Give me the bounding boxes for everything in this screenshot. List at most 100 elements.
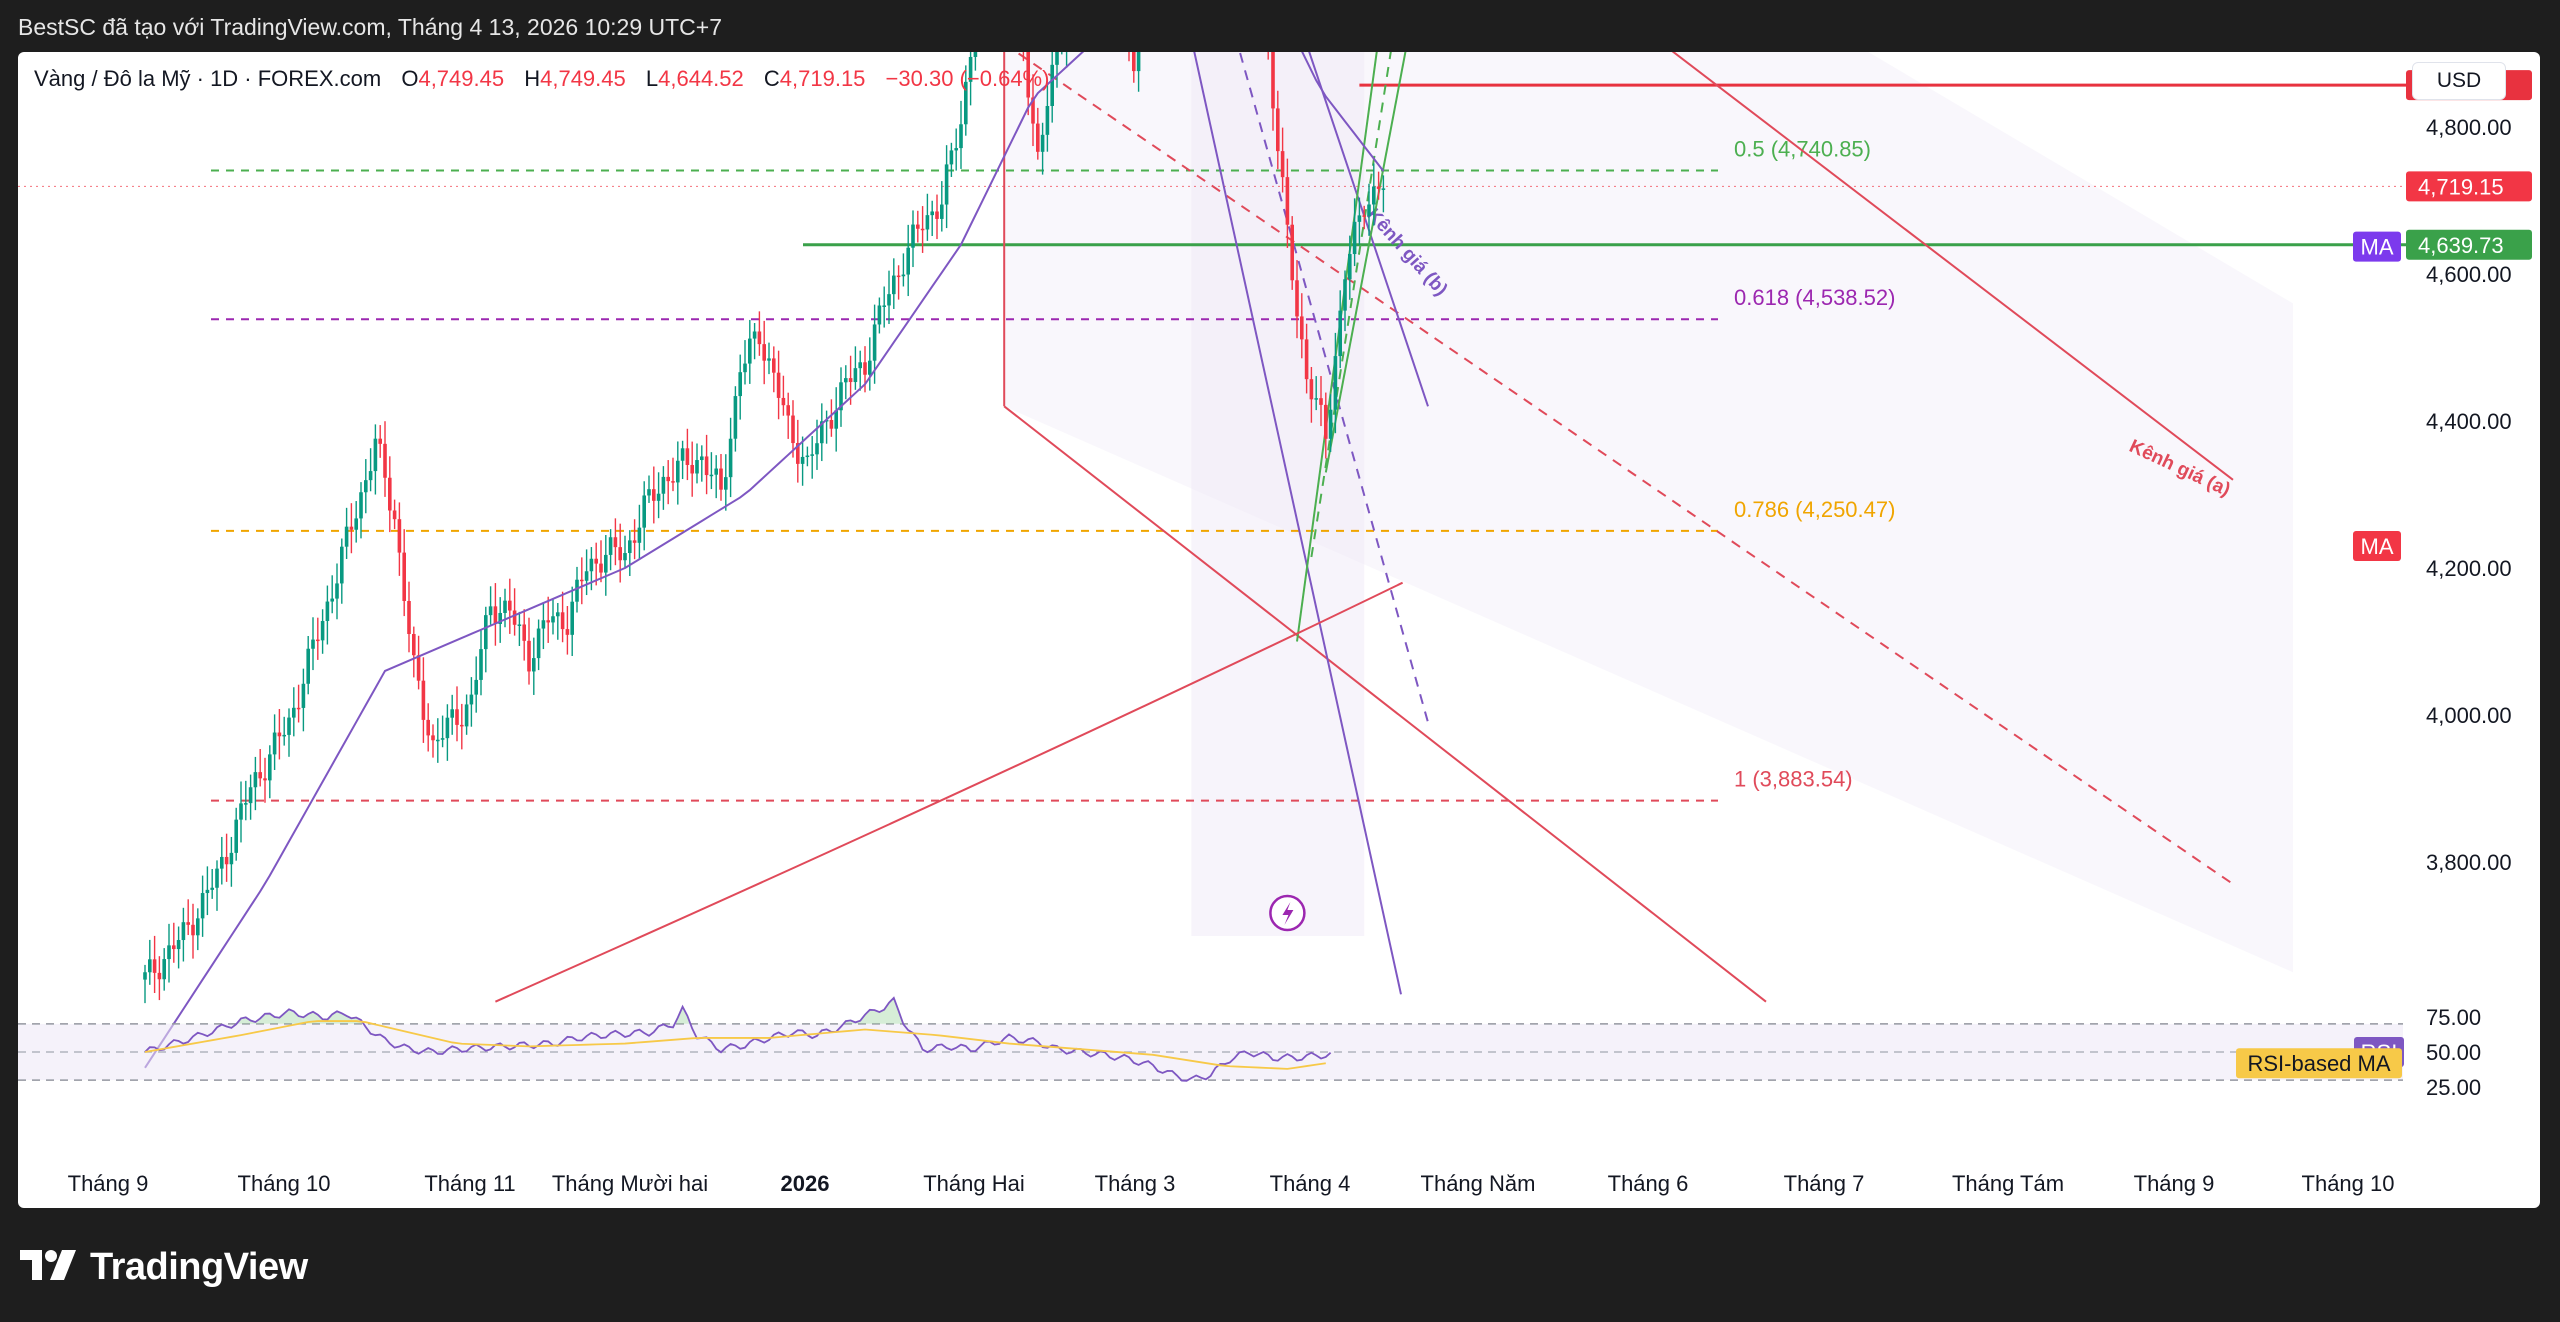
candle[interactable] [704,434,709,495]
candle[interactable] [560,591,565,643]
candle[interactable] [896,265,901,300]
candle[interactable] [416,635,421,690]
candle[interactable] [354,501,358,543]
candle[interactable] [191,903,195,959]
candle[interactable] [925,193,930,241]
candle[interactable] [532,637,536,695]
candle[interactable] [157,956,162,1001]
candle[interactable] [632,519,637,560]
candle[interactable] [882,286,886,328]
candle[interactable] [767,342,771,375]
candle[interactable] [311,617,315,671]
candle[interactable] [1036,107,1040,160]
candle[interactable] [1324,392,1328,459]
candle[interactable] [440,715,445,748]
candle[interactable] [868,337,872,391]
candle[interactable] [1055,52,1059,88]
candle[interactable] [335,563,339,620]
candle[interactable] [623,535,627,569]
candle[interactable] [1132,52,1136,83]
ma-badge[interactable]: MA [2353,530,2401,561]
candle[interactable] [306,636,310,695]
candle[interactable] [853,346,858,390]
candle[interactable] [1343,270,1347,332]
candle[interactable] [512,588,517,636]
candle[interactable] [368,448,373,492]
candle[interactable] [1372,163,1376,226]
candle[interactable] [1031,74,1035,147]
candle[interactable] [412,626,416,678]
candle[interactable] [575,566,579,613]
candle[interactable] [810,436,814,479]
candle[interactable] [258,748,262,787]
candle[interactable] [1357,197,1362,246]
candle[interactable] [320,609,325,654]
candle[interactable] [1045,83,1050,152]
candle[interactable] [431,724,435,758]
candle[interactable] [479,630,483,696]
candle[interactable] [906,224,910,297]
price-axis[interactable]: 5,800.005,600.005,400.005,200.005,000.00… [2406,52,2532,875]
candle[interactable] [647,475,651,503]
candle[interactable] [786,392,790,439]
candle[interactable] [1136,52,1141,92]
candle[interactable] [652,466,656,524]
candle[interactable] [724,454,728,511]
candle[interactable] [402,529,406,617]
candle[interactable] [1040,122,1045,175]
candle[interactable] [498,597,502,643]
candle[interactable] [594,542,598,586]
candle[interactable] [762,320,766,385]
candle[interactable] [877,297,882,334]
candle[interactable] [248,774,253,820]
candle[interactable] [464,694,469,735]
candle[interactable] [397,502,402,576]
candle[interactable] [940,181,944,232]
candle[interactable] [316,617,320,660]
candle[interactable] [1290,216,1294,290]
candle[interactable] [181,907,186,962]
candle[interactable] [824,410,829,444]
candle[interactable] [661,466,666,510]
candle[interactable] [392,499,397,530]
candle[interactable] [1285,158,1290,248]
candle[interactable] [1276,90,1280,170]
candle[interactable] [748,319,752,384]
candle[interactable] [277,709,282,760]
candle[interactable] [1026,52,1030,116]
candle[interactable] [935,194,939,240]
candle[interactable] [1376,171,1381,200]
candle[interactable] [733,386,738,452]
candle[interactable] [493,583,498,646]
candle[interactable] [148,939,152,985]
candle[interactable] [373,424,378,495]
candle[interactable] [215,860,219,911]
symbol-name[interactable]: Vàng / Đô la Mỹ · 1D · FOREX.com [34,66,382,91]
candle[interactable] [1362,205,1366,230]
candle[interactable] [973,52,978,71]
candle[interactable] [584,549,589,596]
candle[interactable] [407,581,411,653]
candle[interactable] [455,686,459,742]
candle[interactable] [959,100,963,169]
candle[interactable] [436,718,440,763]
candle[interactable] [1271,52,1275,131]
chart-canvas[interactable]: 0 (5,598.16)0.236 (5,193.51)0.382 (4,943… [18,52,2540,1208]
candle[interactable] [172,922,176,963]
candle[interactable] [176,926,181,969]
candle[interactable] [1065,52,1069,68]
ma-badge[interactable]: MA [2353,231,2401,262]
candle[interactable] [805,446,810,467]
candle[interactable] [378,425,382,458]
candle[interactable] [152,935,157,994]
candle[interactable] [954,128,958,171]
candle[interactable] [752,323,757,360]
candle[interactable] [450,694,454,735]
candle[interactable] [229,836,234,887]
candle[interactable] [1367,183,1371,236]
candle[interactable] [340,538,344,604]
candle[interactable] [196,908,200,951]
candle[interactable] [244,780,248,821]
candle[interactable] [671,457,675,492]
